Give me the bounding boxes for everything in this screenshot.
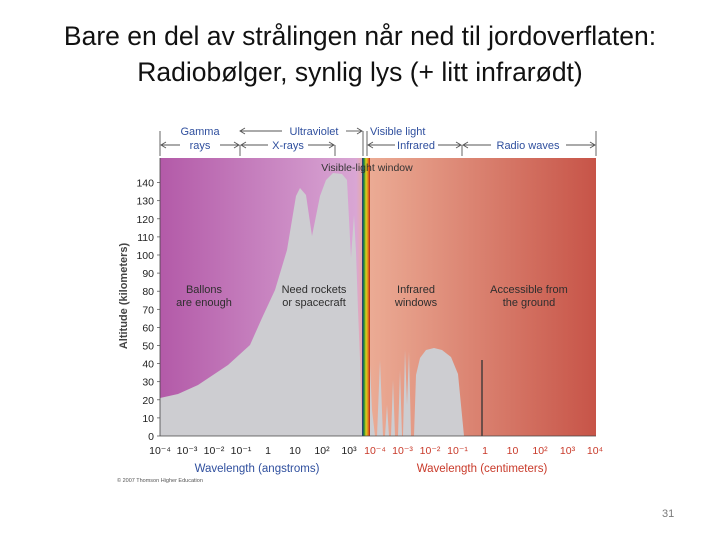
y-tick-label: 100 — [136, 250, 154, 262]
x-tick-label-centimeters: 10⁻¹ — [447, 445, 468, 457]
y-tick-label: 0 — [148, 431, 154, 443]
y-tick-label: 70 — [142, 304, 154, 316]
region-label-infrared-2: windows — [394, 297, 438, 309]
region-label-balloons-1: Ballons — [186, 284, 223, 296]
band-arrow-lines — [160, 127, 596, 149]
visible-light-window — [362, 158, 370, 436]
x-tick-label-angstrom: 10² — [314, 445, 330, 457]
y-tick-label: 130 — [136, 196, 154, 208]
y-tick-label: 30 — [142, 377, 154, 389]
x-axis-ticks-centimeters: 10⁻⁴ 10⁻³ 10⁻² 10⁻¹ 1 10 10² 10³ 10⁴ — [364, 445, 603, 457]
region-label-balloons-2: are enough — [176, 297, 232, 309]
visible-window-label: Visible-light window — [321, 162, 413, 174]
copyright-notice: © 2007 Thomson Higher Education — [117, 477, 203, 484]
x-tick-label-centimeters: 10⁴ — [587, 445, 603, 457]
band-label-gamma: Gamma — [180, 126, 220, 138]
x-axis-label-angstrom: Wavelength (angstroms) — [195, 463, 320, 475]
y-tick-label: 60 — [142, 322, 154, 334]
region-label-rockets-2: or spacecraft — [282, 297, 346, 309]
y-tick-label: 50 — [142, 341, 154, 353]
x-tick-label-angstrom: 10 — [289, 445, 301, 457]
x-axis-ticks-angstrom: 10⁻⁴ 10⁻³ 10⁻² 10⁻¹ 1 10 10² 10³ — [149, 445, 357, 457]
x-tick-label-angstrom: 1 — [265, 445, 271, 457]
band-label-visible: Visible light — [370, 126, 425, 138]
x-tick-label-angstrom: 10⁻³ — [177, 445, 198, 457]
y-tick-label: 20 — [142, 395, 154, 407]
y-tick-label: 90 — [142, 268, 154, 280]
band-label-xrays: X-rays — [272, 140, 304, 152]
x-tick-label-centimeters: 10² — [532, 445, 548, 457]
x-tick-label-centimeters: 10⁻⁴ — [364, 445, 386, 457]
atmospheric-absorption-area — [160, 173, 464, 436]
x-axis-label-centimeters: Wavelength (centimeters) — [417, 463, 548, 475]
x-tick-label-angstrom: 10⁻² — [204, 445, 225, 457]
region-label-infrared-1: Infrared — [397, 284, 435, 296]
x-tick-label-angstrom: 10⁻⁴ — [149, 445, 171, 457]
x-tick-label-angstrom: 10⁻¹ — [231, 445, 252, 457]
page-number: 31 — [662, 508, 675, 520]
band-label-infrared: Infrared — [397, 140, 435, 152]
band-label-radio: Radio waves — [497, 140, 560, 152]
y-tick-label: 40 — [142, 359, 154, 371]
region-labels: Ballons are enough Need rockets or space… — [176, 284, 568, 309]
atmospheric-absorption-figure: Gamma rays X-rays Ultraviolet Visible li… — [117, 126, 603, 484]
x-tick-label-angstrom: 10³ — [341, 445, 357, 457]
band-divider-lines — [159, 131, 597, 156]
x-tick-label-centimeters: 10⁻³ — [392, 445, 413, 457]
x-tick-label-centimeters: 1 — [482, 445, 488, 457]
x-tick-label-centimeters: 10⁻² — [420, 445, 441, 457]
band-label-rays: rays — [190, 140, 211, 152]
x-tick-label-centimeters: 10³ — [560, 445, 576, 457]
y-axis-ticks: 0 10 20 30 40 50 60 70 80 90 100 110 120 130 140 — [136, 178, 160, 443]
region-label-rockets-1: Need rockets — [282, 284, 347, 296]
band-header: Gamma rays X-rays Ultraviolet Visible li… — [180, 126, 560, 152]
x-tick-label-centimeters: 10 — [507, 445, 519, 457]
region-label-ground-2: the ground — [503, 297, 556, 309]
y-tick-label: 80 — [142, 286, 154, 298]
region-label-ground-1: Accessible from — [490, 284, 568, 296]
y-tick-label: 140 — [136, 178, 154, 190]
y-tick-label: 110 — [137, 232, 154, 244]
y-tick-label: 120 — [136, 214, 154, 226]
y-axis-label: Altitude (kilometers) — [118, 242, 130, 349]
y-tick-label: 10 — [142, 413, 154, 425]
band-label-ultraviolet: Ultraviolet — [290, 126, 339, 138]
slide-title: Bare en del av strålingen når ned til jo… — [0, 18, 720, 90]
title-line-2: Radiobølger, synlig lys (+ litt infrarød… — [137, 57, 583, 87]
title-line-1: Bare en del av strålingen når ned til jo… — [63, 21, 657, 51]
